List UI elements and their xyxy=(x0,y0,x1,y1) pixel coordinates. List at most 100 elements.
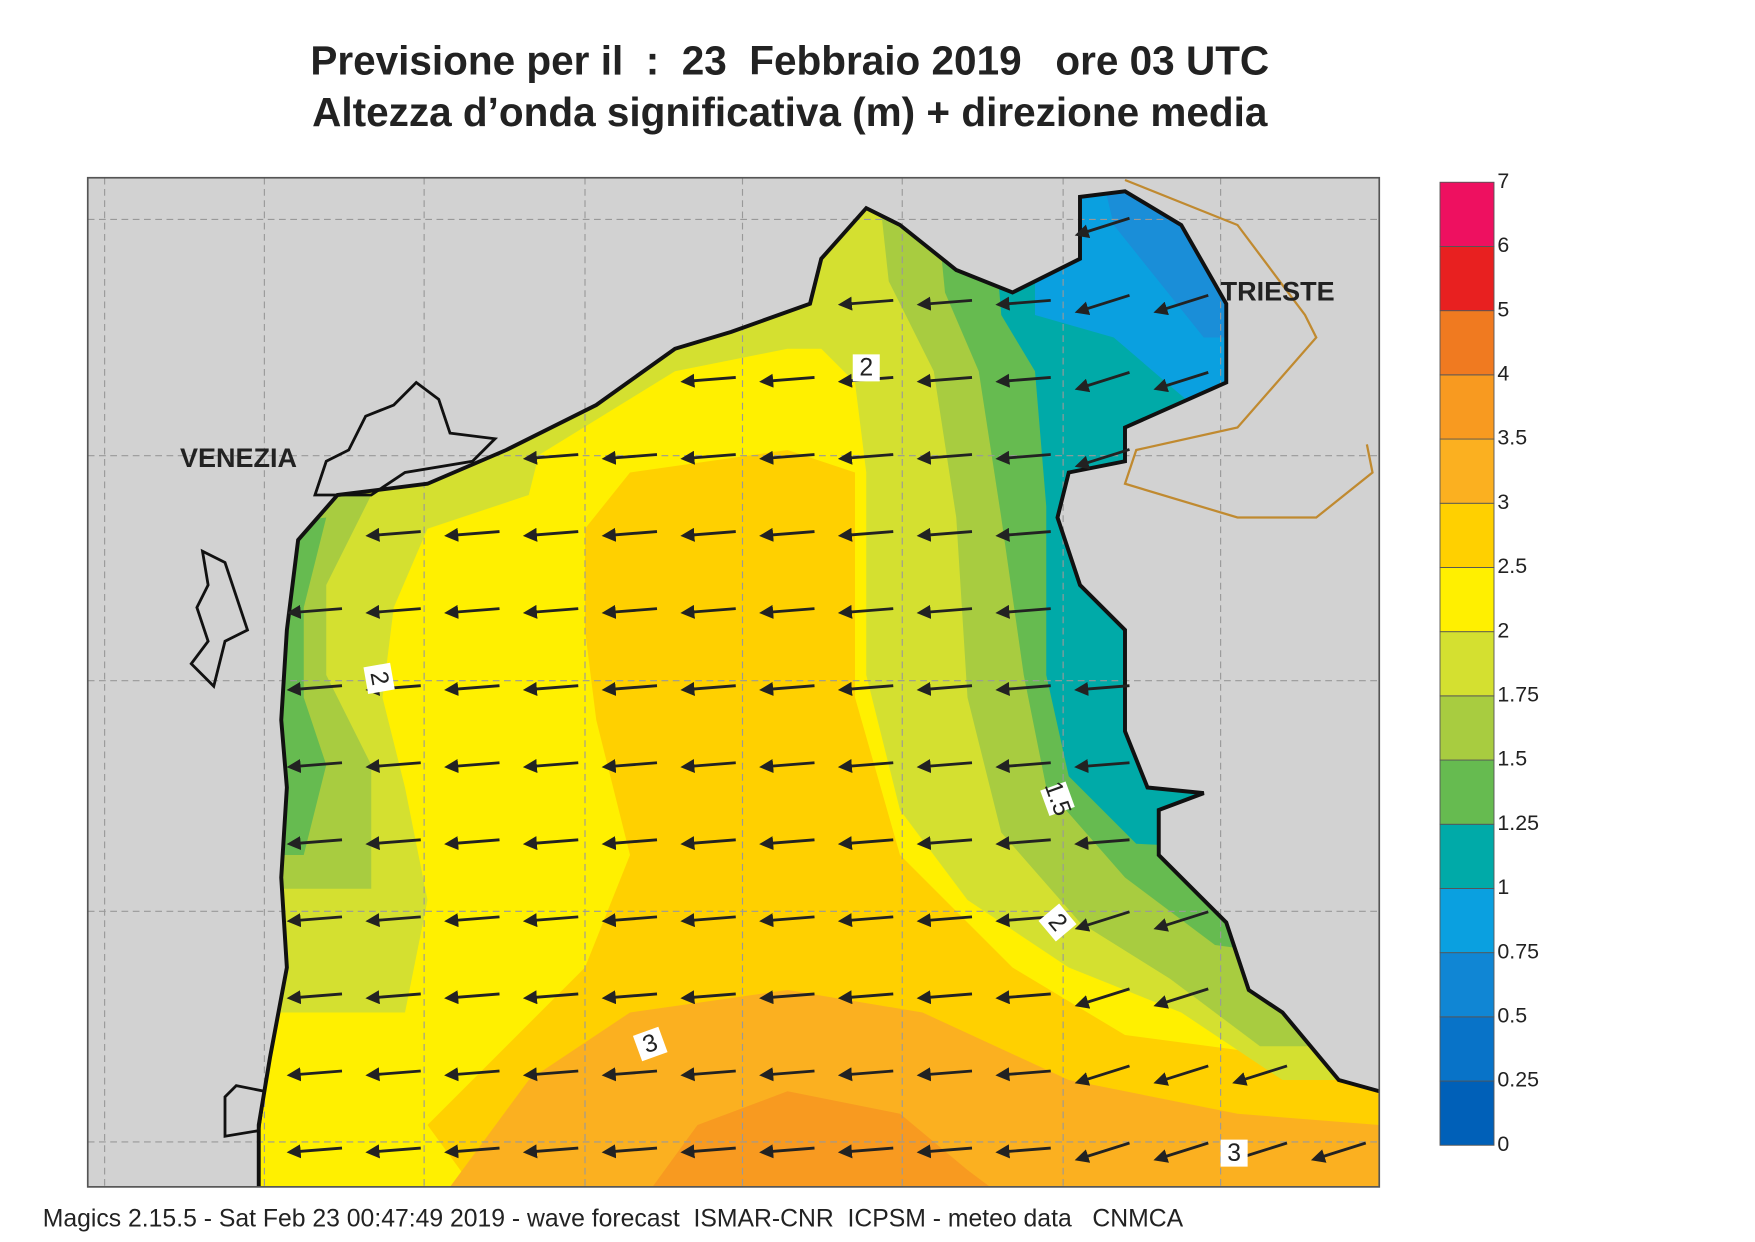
label-bg xyxy=(852,354,880,382)
arrow xyxy=(522,836,579,851)
band-2.5-3 xyxy=(427,450,1380,1187)
arrow xyxy=(444,1067,500,1082)
arrow xyxy=(916,1067,973,1082)
arrow xyxy=(1074,681,1130,696)
arrow xyxy=(1153,987,1209,1009)
arrow xyxy=(680,1144,736,1159)
arrow xyxy=(1153,910,1209,932)
arrow xyxy=(601,450,658,465)
arrow xyxy=(916,836,973,851)
arrow xyxy=(1310,1141,1367,1163)
colorbar-band xyxy=(1439,631,1495,697)
arrow xyxy=(286,604,343,619)
arrow xyxy=(1074,1141,1130,1163)
arrow xyxy=(995,450,1051,465)
arrow xyxy=(365,1067,421,1082)
colorbar-band xyxy=(1439,566,1495,633)
contour-label: 2 xyxy=(852,354,880,382)
arrow xyxy=(365,913,421,928)
colorbar-band xyxy=(1439,245,1495,312)
arrow xyxy=(759,1067,815,1082)
arrow xyxy=(1074,216,1130,239)
arrow xyxy=(365,759,421,774)
arrow xyxy=(1074,987,1130,1009)
footer: Magics 2.15.5 - Sat Feb 23 00:47:49 2019… xyxy=(43,1205,1184,1232)
grid-line xyxy=(87,177,1380,1187)
colorbar-band xyxy=(1439,823,1495,889)
colorbar-band xyxy=(1439,181,1495,247)
colorbar-band xyxy=(1439,759,1495,825)
colorbar-label: 7 xyxy=(1497,169,1509,193)
arrow xyxy=(680,913,736,928)
arrow xyxy=(837,296,894,311)
arrow xyxy=(680,527,736,542)
label-bg xyxy=(1220,1139,1248,1167)
arrow xyxy=(444,759,500,774)
arrow xyxy=(286,1144,343,1159)
band-3-3.5 xyxy=(450,990,1380,1187)
arrow xyxy=(286,1067,343,1082)
arrow xyxy=(365,527,421,542)
colorbar-label: 0.75 xyxy=(1497,939,1539,963)
colorbar-label: 1.5 xyxy=(1497,747,1527,771)
arrow xyxy=(1074,371,1130,393)
arrow xyxy=(680,373,736,388)
colorbar-label: 6 xyxy=(1497,233,1509,257)
label-bg xyxy=(632,1026,668,1062)
arrow xyxy=(916,913,973,928)
arrow xyxy=(837,527,894,542)
wave-directions xyxy=(286,216,1367,1163)
colorbar-label: 0.25 xyxy=(1497,1068,1539,1092)
arrow xyxy=(365,990,421,1005)
arrow xyxy=(916,450,973,465)
border xyxy=(1123,178,1374,519)
colorbar-band xyxy=(1439,695,1495,761)
arrow xyxy=(995,373,1051,388)
colorbar-label: 5 xyxy=(1497,297,1509,321)
arrow xyxy=(680,604,736,619)
arrow xyxy=(522,450,579,465)
arrow xyxy=(759,681,815,696)
subtitle: Altezza d’onda significativa (m) + direz… xyxy=(312,89,1268,135)
contour-value: 3 xyxy=(1227,1140,1241,1167)
contour-label: 3 xyxy=(1220,1139,1248,1167)
colorbar-band xyxy=(1439,438,1495,504)
arrow xyxy=(365,1144,421,1159)
colorbar-band xyxy=(1439,1016,1495,1082)
arrow xyxy=(365,836,421,851)
lagoon-outline xyxy=(189,380,499,1138)
arrow xyxy=(1153,1064,1209,1086)
label-bg xyxy=(1038,903,1077,942)
arrow xyxy=(837,759,894,774)
arrow xyxy=(1074,448,1130,470)
arrow xyxy=(1074,910,1130,932)
colorbar-label: 2.5 xyxy=(1497,554,1527,578)
colorbar-label: 0 xyxy=(1497,1132,1509,1156)
arrow xyxy=(837,1144,894,1159)
colorbar-label: 1.75 xyxy=(1497,682,1539,706)
arrow xyxy=(1074,1064,1130,1086)
arrow xyxy=(916,373,973,388)
arrow xyxy=(759,373,815,388)
arrow xyxy=(444,1144,500,1159)
arrow xyxy=(601,1067,658,1082)
arrow xyxy=(444,913,500,928)
label-bg xyxy=(363,662,395,695)
place-label: TRIESTE xyxy=(1221,276,1335,306)
arrow xyxy=(522,759,579,774)
colorbar-band xyxy=(1439,952,1495,1018)
map-frame xyxy=(86,176,1381,1188)
colorbar-label: 4 xyxy=(1497,361,1509,385)
arrow xyxy=(995,1067,1051,1082)
arrow xyxy=(601,836,658,851)
arrow xyxy=(759,450,815,465)
colorbar-band xyxy=(1439,374,1495,440)
contour-value: 2 xyxy=(364,669,393,687)
arrow xyxy=(995,759,1051,774)
arrow xyxy=(759,1144,815,1159)
arrow xyxy=(444,836,500,851)
arrow xyxy=(601,1144,658,1159)
arrow xyxy=(444,527,500,542)
arrow xyxy=(837,990,894,1005)
